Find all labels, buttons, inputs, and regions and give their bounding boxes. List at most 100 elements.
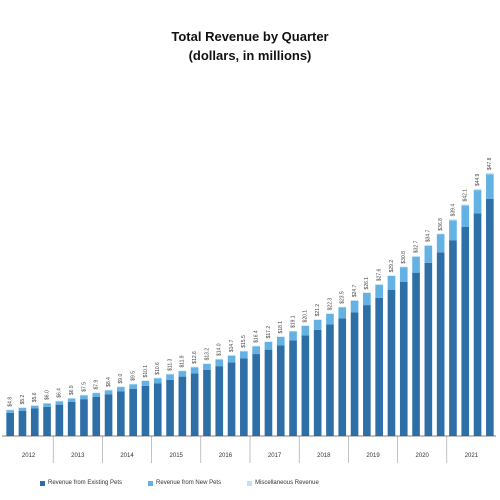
legend-swatch-1 <box>40 480 45 486</box>
total-label-q35: $34.7 <box>426 229 432 242</box>
bar-segment-1-q14 <box>166 379 174 436</box>
bar-segment-3-q33 <box>399 266 408 268</box>
bar-segment-3-q30 <box>363 292 371 293</box>
total-label-q18: $14.0 <box>217 343 223 356</box>
legend-swatch-3 <box>247 480 253 486</box>
bar-segment-2-q11 <box>129 384 137 389</box>
total-label-q31: $27.6 <box>376 268 382 281</box>
bar-segment-2-q2 <box>18 407 27 411</box>
total-label-q5: $6.4 <box>57 388 63 398</box>
total-label-q37: $39.4 <box>450 204 456 217</box>
legend: Revenue from Existing Pets Revenue from N… <box>40 476 490 490</box>
bar-segment-3-q9 <box>104 389 113 391</box>
bar-segment-3-q5 <box>55 400 64 402</box>
x-tick-label-2020: 2020 <box>416 453 430 459</box>
total-label-q16: $12.6 <box>192 351 198 364</box>
bar-segment-3-q20 <box>240 350 248 352</box>
legend-label-2: Revenue from New Pets <box>156 480 222 486</box>
total-label-q38: $42.1 <box>463 189 469 202</box>
bar-segment-3-q24 <box>289 330 297 332</box>
bar-segment-1-q25 <box>301 335 310 436</box>
bar-segment-3-q32 <box>387 275 396 276</box>
total-label-q4: $6.0 <box>44 390 50 400</box>
bar-segment-2-q27 <box>326 313 334 325</box>
chart-title-text: Total Revenue by Quarter <box>171 29 329 44</box>
bar-segment-1-q34 <box>412 272 420 436</box>
chart-title: Total Revenue by Quarter (dollars, in mi… <box>0 27 500 65</box>
legend-item-3: Miscellaneous Revenue <box>247 480 319 486</box>
bar-segment-3-q6 <box>67 398 76 399</box>
bar-segment-1-q33 <box>399 282 408 436</box>
total-label-q3: $5.6 <box>32 392 38 402</box>
bar-segment-3-q39 <box>473 189 482 191</box>
bar-segment-3-q38 <box>461 204 470 206</box>
bar-segment-3-q22 <box>264 341 273 342</box>
bar-segment-1-q32 <box>387 289 396 436</box>
bar-segment-1-q3 <box>30 408 39 436</box>
total-label-q7: $7.5 <box>81 382 87 392</box>
bar-segment-3-q29 <box>350 300 359 301</box>
bar-segment-2-q29 <box>350 300 359 313</box>
total-label-q27: $22.3 <box>327 298 333 311</box>
bar-segment-3-q26 <box>313 319 322 320</box>
bars-layer <box>6 173 494 436</box>
bar-segment-3-q19 <box>227 355 236 356</box>
bar-segment-3-q27 <box>326 313 334 314</box>
total-label-q32: $29.2 <box>389 260 395 273</box>
total-label-q9: $8.4 <box>106 377 112 387</box>
total-label-q22: $17.2 <box>266 326 272 339</box>
bar-segment-3-q40 <box>486 173 494 175</box>
bar-segment-2-q9 <box>104 390 113 395</box>
bar-segment-2-q18 <box>215 359 224 367</box>
total-labels-layer: $4.8 $5.2 $5.6 $6.0 $6.4 $6.9 $7.5 $7.9 $8.4 $9.0… <box>7 157 493 406</box>
total-label-q14: $11.3 <box>167 358 173 370</box>
total-label-q30: $26.1 <box>364 277 370 290</box>
bar-segment-1-q27 <box>326 324 334 436</box>
legend-swatch-2 <box>148 480 154 486</box>
bar-segment-2-q36 <box>436 234 445 253</box>
x-tick-label-2015: 2015 <box>170 453 184 459</box>
bar-segment-3-q34 <box>412 256 420 257</box>
bar-segment-3-q7 <box>80 394 88 396</box>
bar-segment-1-q21 <box>252 354 260 436</box>
legend-label-3: Miscellaneous Revenue <box>255 480 319 486</box>
legend-label-1: Revenue from Existing Pets <box>48 480 123 486</box>
bar-segment-3-q23 <box>276 336 285 337</box>
total-label-q36: $36.8 <box>438 218 444 231</box>
bar-segment-3-q18 <box>215 359 224 360</box>
bar-segment-2-q39 <box>473 190 482 214</box>
bar-segment-1-q23 <box>276 345 285 436</box>
bar-segment-2-q30 <box>363 293 371 306</box>
chart-subtitle: (dollars, in millions) <box>188 48 312 63</box>
bar-segment-1-q26 <box>313 329 322 436</box>
total-label-q17: $13.2 <box>204 348 210 361</box>
bar-segment-1-q28 <box>338 318 347 436</box>
bar-segment-1-q1 <box>6 412 14 436</box>
bar-segment-2-q19 <box>227 355 236 363</box>
bar-segment-2-q12 <box>141 381 150 386</box>
bar-segment-1-q20 <box>240 358 248 436</box>
x-tick-label-2014: 2014 <box>120 453 134 459</box>
bar-segment-2-q3 <box>30 405 39 409</box>
total-label-q34: $32.7 <box>413 240 419 253</box>
total-label-q6: $6.9 <box>69 385 75 395</box>
bar-segment-2-q7 <box>80 395 88 400</box>
x-tick-label-2012: 2012 <box>22 453 36 459</box>
bar-segment-2-q5 <box>55 401 64 405</box>
bar-segment-3-q14 <box>166 373 174 375</box>
bar-segment-2-q4 <box>43 403 51 407</box>
bar-segment-1-q37 <box>449 240 457 436</box>
bar-segment-1-q6 <box>67 401 76 436</box>
total-label-q23: $18.1 <box>278 321 284 334</box>
bar-segment-1-q38 <box>461 227 470 436</box>
total-label-q25: $20.1 <box>303 310 309 323</box>
x-ticks-layer: 2012 2013 2014 2015 2016 2017 2018 2019 2020 2021 <box>22 436 479 463</box>
bar-segment-1-q31 <box>375 297 383 436</box>
bar-segment-3-q8 <box>92 392 101 394</box>
bar-segment-3-q13 <box>153 377 162 379</box>
bar-segment-1-q29 <box>350 312 359 436</box>
bar-segment-2-q40 <box>486 174 494 199</box>
bar-segment-2-q16 <box>190 367 199 374</box>
total-label-q11: $9.5 <box>130 371 136 381</box>
